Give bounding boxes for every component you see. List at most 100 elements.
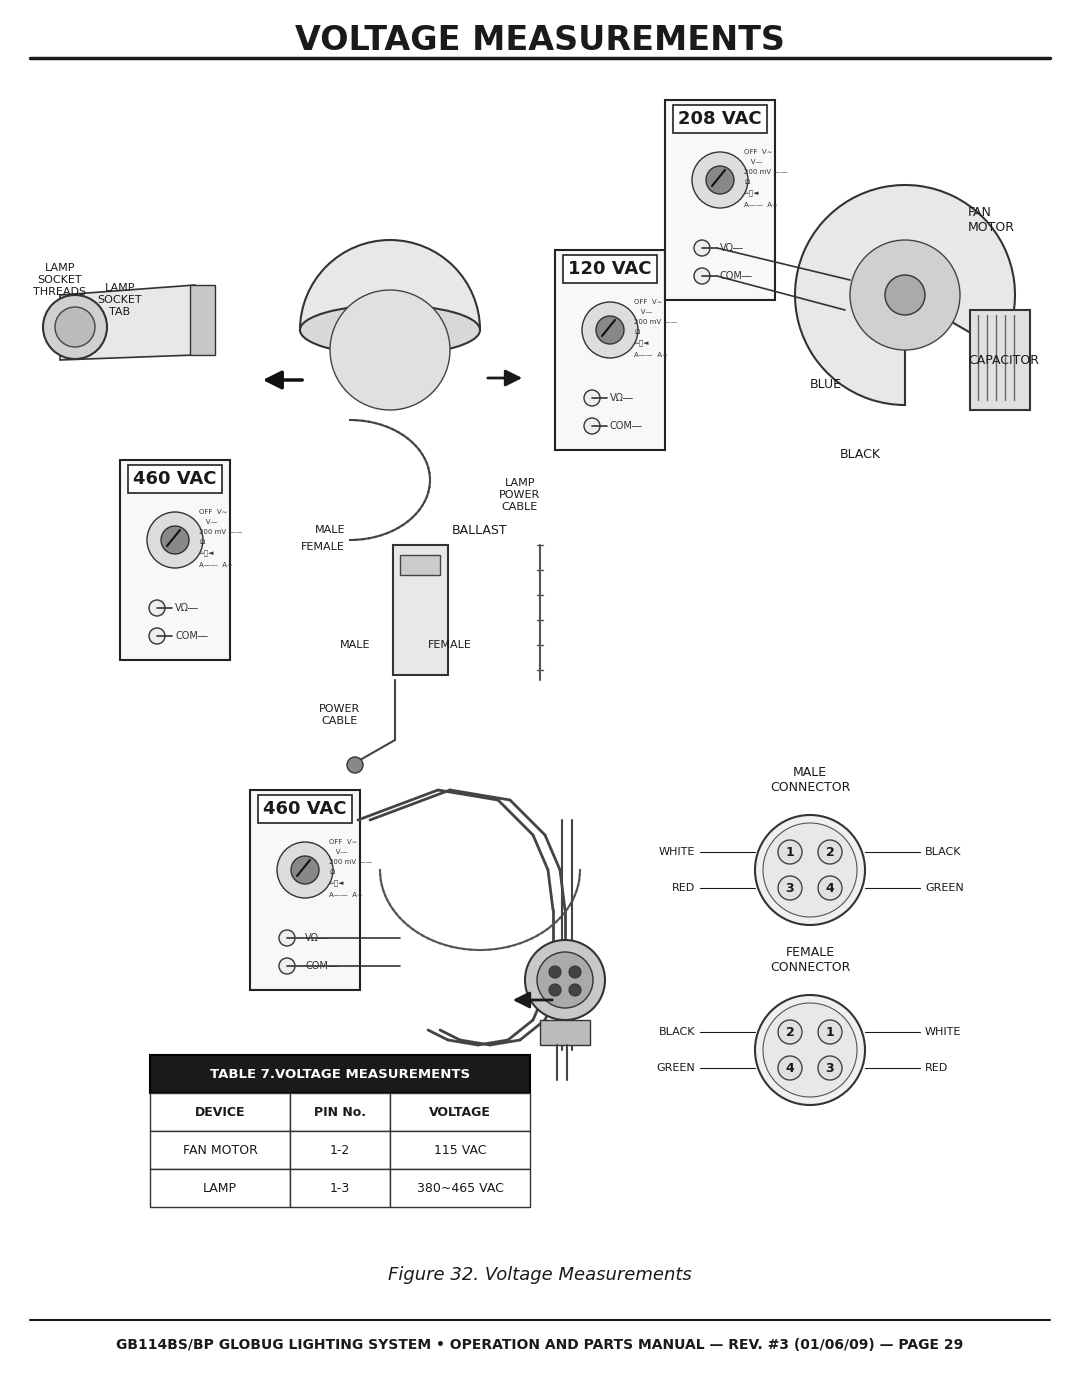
Circle shape	[161, 527, 189, 555]
Text: FEMALE
CONNECTOR: FEMALE CONNECTOR	[770, 946, 850, 974]
Text: Figure 32. Voltage Measurements: Figure 32. Voltage Measurements	[388, 1266, 692, 1284]
Text: 460 VAC: 460 VAC	[133, 469, 217, 488]
Bar	[249, 789, 360, 990]
Circle shape	[549, 965, 561, 978]
Bar	[390, 1132, 530, 1169]
Bar	[150, 1132, 291, 1169]
Text: 200 mV ——: 200 mV ——	[634, 319, 677, 326]
Text: 200 mV ——: 200 mV ——	[329, 859, 373, 865]
Circle shape	[885, 275, 924, 314]
Text: FEMALE: FEMALE	[301, 542, 345, 552]
Circle shape	[149, 599, 165, 616]
Circle shape	[706, 166, 734, 194]
Text: 208 VAC: 208 VAC	[678, 110, 761, 129]
Text: V—: V—	[329, 849, 348, 855]
Text: ⇦⧖◄: ⇦⧖◄	[744, 190, 759, 197]
Text: 115 VAC: 115 VAC	[434, 1144, 486, 1157]
Circle shape	[347, 757, 363, 773]
Circle shape	[755, 814, 865, 925]
Text: VΩ―: VΩ―	[175, 604, 199, 613]
Bar	[291, 1169, 390, 1207]
Bar	[129, 465, 222, 493]
Text: 4: 4	[825, 882, 835, 894]
Circle shape	[762, 823, 858, 916]
Text: 4: 4	[785, 1062, 795, 1074]
Bar	[150, 1169, 291, 1207]
Text: 200 mV ——: 200 mV ——	[744, 169, 787, 175]
Text: BLACK: BLACK	[924, 847, 961, 856]
Circle shape	[694, 268, 710, 284]
Circle shape	[549, 983, 561, 996]
Circle shape	[584, 418, 600, 434]
Text: WHITE: WHITE	[659, 847, 696, 856]
Text: CAPACITOR: CAPACITOR	[968, 353, 1039, 366]
Circle shape	[525, 940, 605, 1020]
Bar	[540, 1020, 590, 1045]
Bar	[673, 105, 767, 133]
Bar	[393, 545, 448, 675]
Text: RED: RED	[672, 883, 696, 893]
Circle shape	[569, 983, 581, 996]
Circle shape	[43, 295, 107, 359]
Circle shape	[850, 240, 960, 351]
Text: 120 VAC: 120 VAC	[568, 260, 651, 278]
Circle shape	[149, 629, 165, 644]
Bar	[390, 1092, 530, 1132]
Text: LAMP
POWER
CABLE: LAMP POWER CABLE	[499, 478, 541, 511]
Text: MALE: MALE	[340, 640, 370, 650]
Text: BLUE: BLUE	[810, 379, 842, 391]
Text: PIN No.: PIN No.	[314, 1105, 366, 1119]
Text: VOLTAGE: VOLTAGE	[429, 1105, 491, 1119]
Text: V—: V—	[634, 309, 652, 314]
Ellipse shape	[300, 305, 480, 355]
Circle shape	[778, 1056, 802, 1080]
Bar	[150, 1092, 291, 1132]
Circle shape	[818, 876, 842, 900]
Circle shape	[147, 511, 203, 569]
Text: RED: RED	[924, 1063, 948, 1073]
Text: BALLAST: BALLAST	[453, 524, 508, 536]
Text: OFF  V∼: OFF V∼	[634, 299, 663, 305]
Polygon shape	[60, 285, 195, 360]
Bar	[291, 1092, 390, 1132]
Text: A——  A∼: A—— A∼	[744, 203, 778, 208]
Text: COM―: COM―	[720, 271, 753, 281]
Text: VOLTAGE MEASUREMENTS: VOLTAGE MEASUREMENTS	[295, 24, 785, 56]
Circle shape	[582, 302, 638, 358]
Text: MALE: MALE	[314, 525, 345, 535]
Text: BLACK: BLACK	[840, 448, 881, 461]
Bar	[150, 1055, 530, 1092]
Text: 3: 3	[826, 1062, 835, 1074]
Text: OFF  V∼: OFF V∼	[744, 149, 772, 155]
Text: MALE
CONNECTOR: MALE CONNECTOR	[770, 766, 850, 793]
Circle shape	[818, 1020, 842, 1044]
Text: V—: V—	[744, 159, 762, 165]
Circle shape	[762, 1003, 858, 1097]
Text: ⇦⧖◄: ⇦⧖◄	[634, 339, 650, 346]
Bar	[400, 555, 440, 576]
Bar	[563, 256, 657, 284]
Text: 460 VAC: 460 VAC	[264, 800, 347, 819]
Circle shape	[569, 965, 581, 978]
Text: Ω: Ω	[634, 330, 639, 335]
Text: GREEN: GREEN	[657, 1063, 696, 1073]
Text: ⇦⧖◄: ⇦⧖◄	[199, 549, 215, 556]
Bar	[665, 101, 775, 300]
Text: TABLE 7.VOLTAGE MEASUREMENTS: TABLE 7.VOLTAGE MEASUREMENTS	[210, 1067, 470, 1080]
Text: 3: 3	[785, 882, 794, 894]
Bar	[258, 795, 352, 823]
Circle shape	[55, 307, 95, 346]
Circle shape	[330, 291, 450, 409]
Circle shape	[584, 390, 600, 407]
Text: VΩ―: VΩ―	[720, 243, 744, 253]
Text: 1-3: 1-3	[329, 1182, 350, 1194]
Text: 1-2: 1-2	[329, 1144, 350, 1157]
Circle shape	[279, 958, 295, 974]
Wedge shape	[795, 184, 1015, 405]
Circle shape	[279, 930, 295, 946]
Text: FAN MOTOR: FAN MOTOR	[183, 1144, 257, 1157]
Circle shape	[818, 840, 842, 863]
Bar	[555, 250, 665, 450]
Text: BLACK: BLACK	[659, 1027, 696, 1037]
Text: V—: V—	[199, 520, 218, 525]
